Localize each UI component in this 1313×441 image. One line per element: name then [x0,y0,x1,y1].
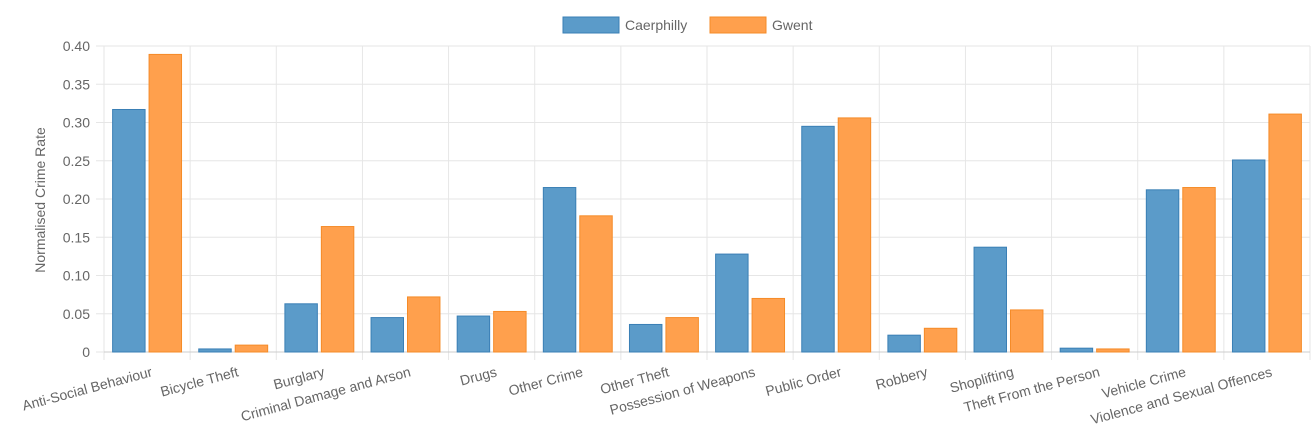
bar-gwent-5[interactable] [579,215,613,353]
legend-swatch [709,16,767,34]
legend: Caerphilly Gwent [562,16,813,34]
y-tick-label: 0.10 [63,268,90,284]
x-tick-label: Possession of Weapons [608,363,757,417]
bar-caerphilly-9[interactable] [887,334,921,353]
bar-caerphilly-7[interactable] [715,253,749,353]
x-axis: Anti-Social Behaviour Bicycle Theft Burgla… [20,363,1273,427]
bar-caerphilly-13[interactable] [1231,159,1266,353]
bar-gwent-10[interactable] [1010,309,1044,353]
legend-label[interactable]: Gwent [772,17,813,33]
bar-gwent-3[interactable] [407,296,441,353]
y-tick-label: 0.40 [63,38,90,54]
legend-swatch [562,16,620,34]
bar-gwent-13[interactable] [1268,113,1302,353]
bar-caerphilly-11[interactable] [1059,347,1094,353]
bars [112,53,1302,353]
bar-caerphilly-3[interactable] [370,317,404,353]
bar-gwent-8[interactable] [837,117,872,353]
x-tick-label: Bicycle Theft [159,363,240,399]
grid [96,45,1311,360]
y-axis-title: Normalised Crime Rate [32,127,48,273]
bar-caerphilly-0[interactable] [112,108,146,353]
x-tick-label: Criminal Damage and Arson [239,363,412,424]
bar-caerphilly-5[interactable] [542,187,577,353]
bar-caerphilly-1[interactable] [198,348,232,353]
y-tick-label: 0 [82,344,90,360]
bar-caerphilly-12[interactable] [1145,189,1180,353]
bar-gwent-2[interactable] [320,226,355,353]
bar-gwent-6[interactable] [665,317,699,353]
x-tick-label: Drugs [458,363,498,388]
y-tick-label: 0.30 [63,115,90,131]
x-tick-label: Public Order [764,363,844,399]
bar-gwent-0[interactable] [148,53,183,353]
bar-caerphilly-10[interactable] [973,246,1007,353]
y-tick-label: 0.05 [63,306,90,322]
y-tick-label: 0.25 [63,153,90,169]
bar-gwent-9[interactable] [923,327,958,353]
bar-caerphilly-2[interactable] [284,303,318,353]
x-tick-label: Other Crime [507,363,585,398]
bar-gwent-7[interactable] [751,297,786,353]
legend-label[interactable]: Caerphilly [625,17,687,33]
bar-gwent-4[interactable] [493,310,527,353]
bar-caerphilly-8[interactable] [801,125,835,353]
bar-gwent-1[interactable] [234,344,269,353]
bar-caerphilly-6[interactable] [628,323,663,353]
y-tick-label: 0.15 [63,229,90,245]
y-tick-label: 0.35 [63,76,90,92]
y-tick-label: 0.20 [63,191,90,207]
x-tick-label: Robbery [874,363,929,392]
bar-gwent-12[interactable] [1182,187,1216,353]
bar-gwent-11[interactable] [1096,348,1130,353]
bar-caerphilly-4[interactable] [456,315,491,353]
y-axis: 0 0.05 0.10 0.15 0.20 0.25 0.30 0.35 0.40 [63,38,90,360]
x-tick-label: Anti-Social Behaviour [20,363,154,413]
